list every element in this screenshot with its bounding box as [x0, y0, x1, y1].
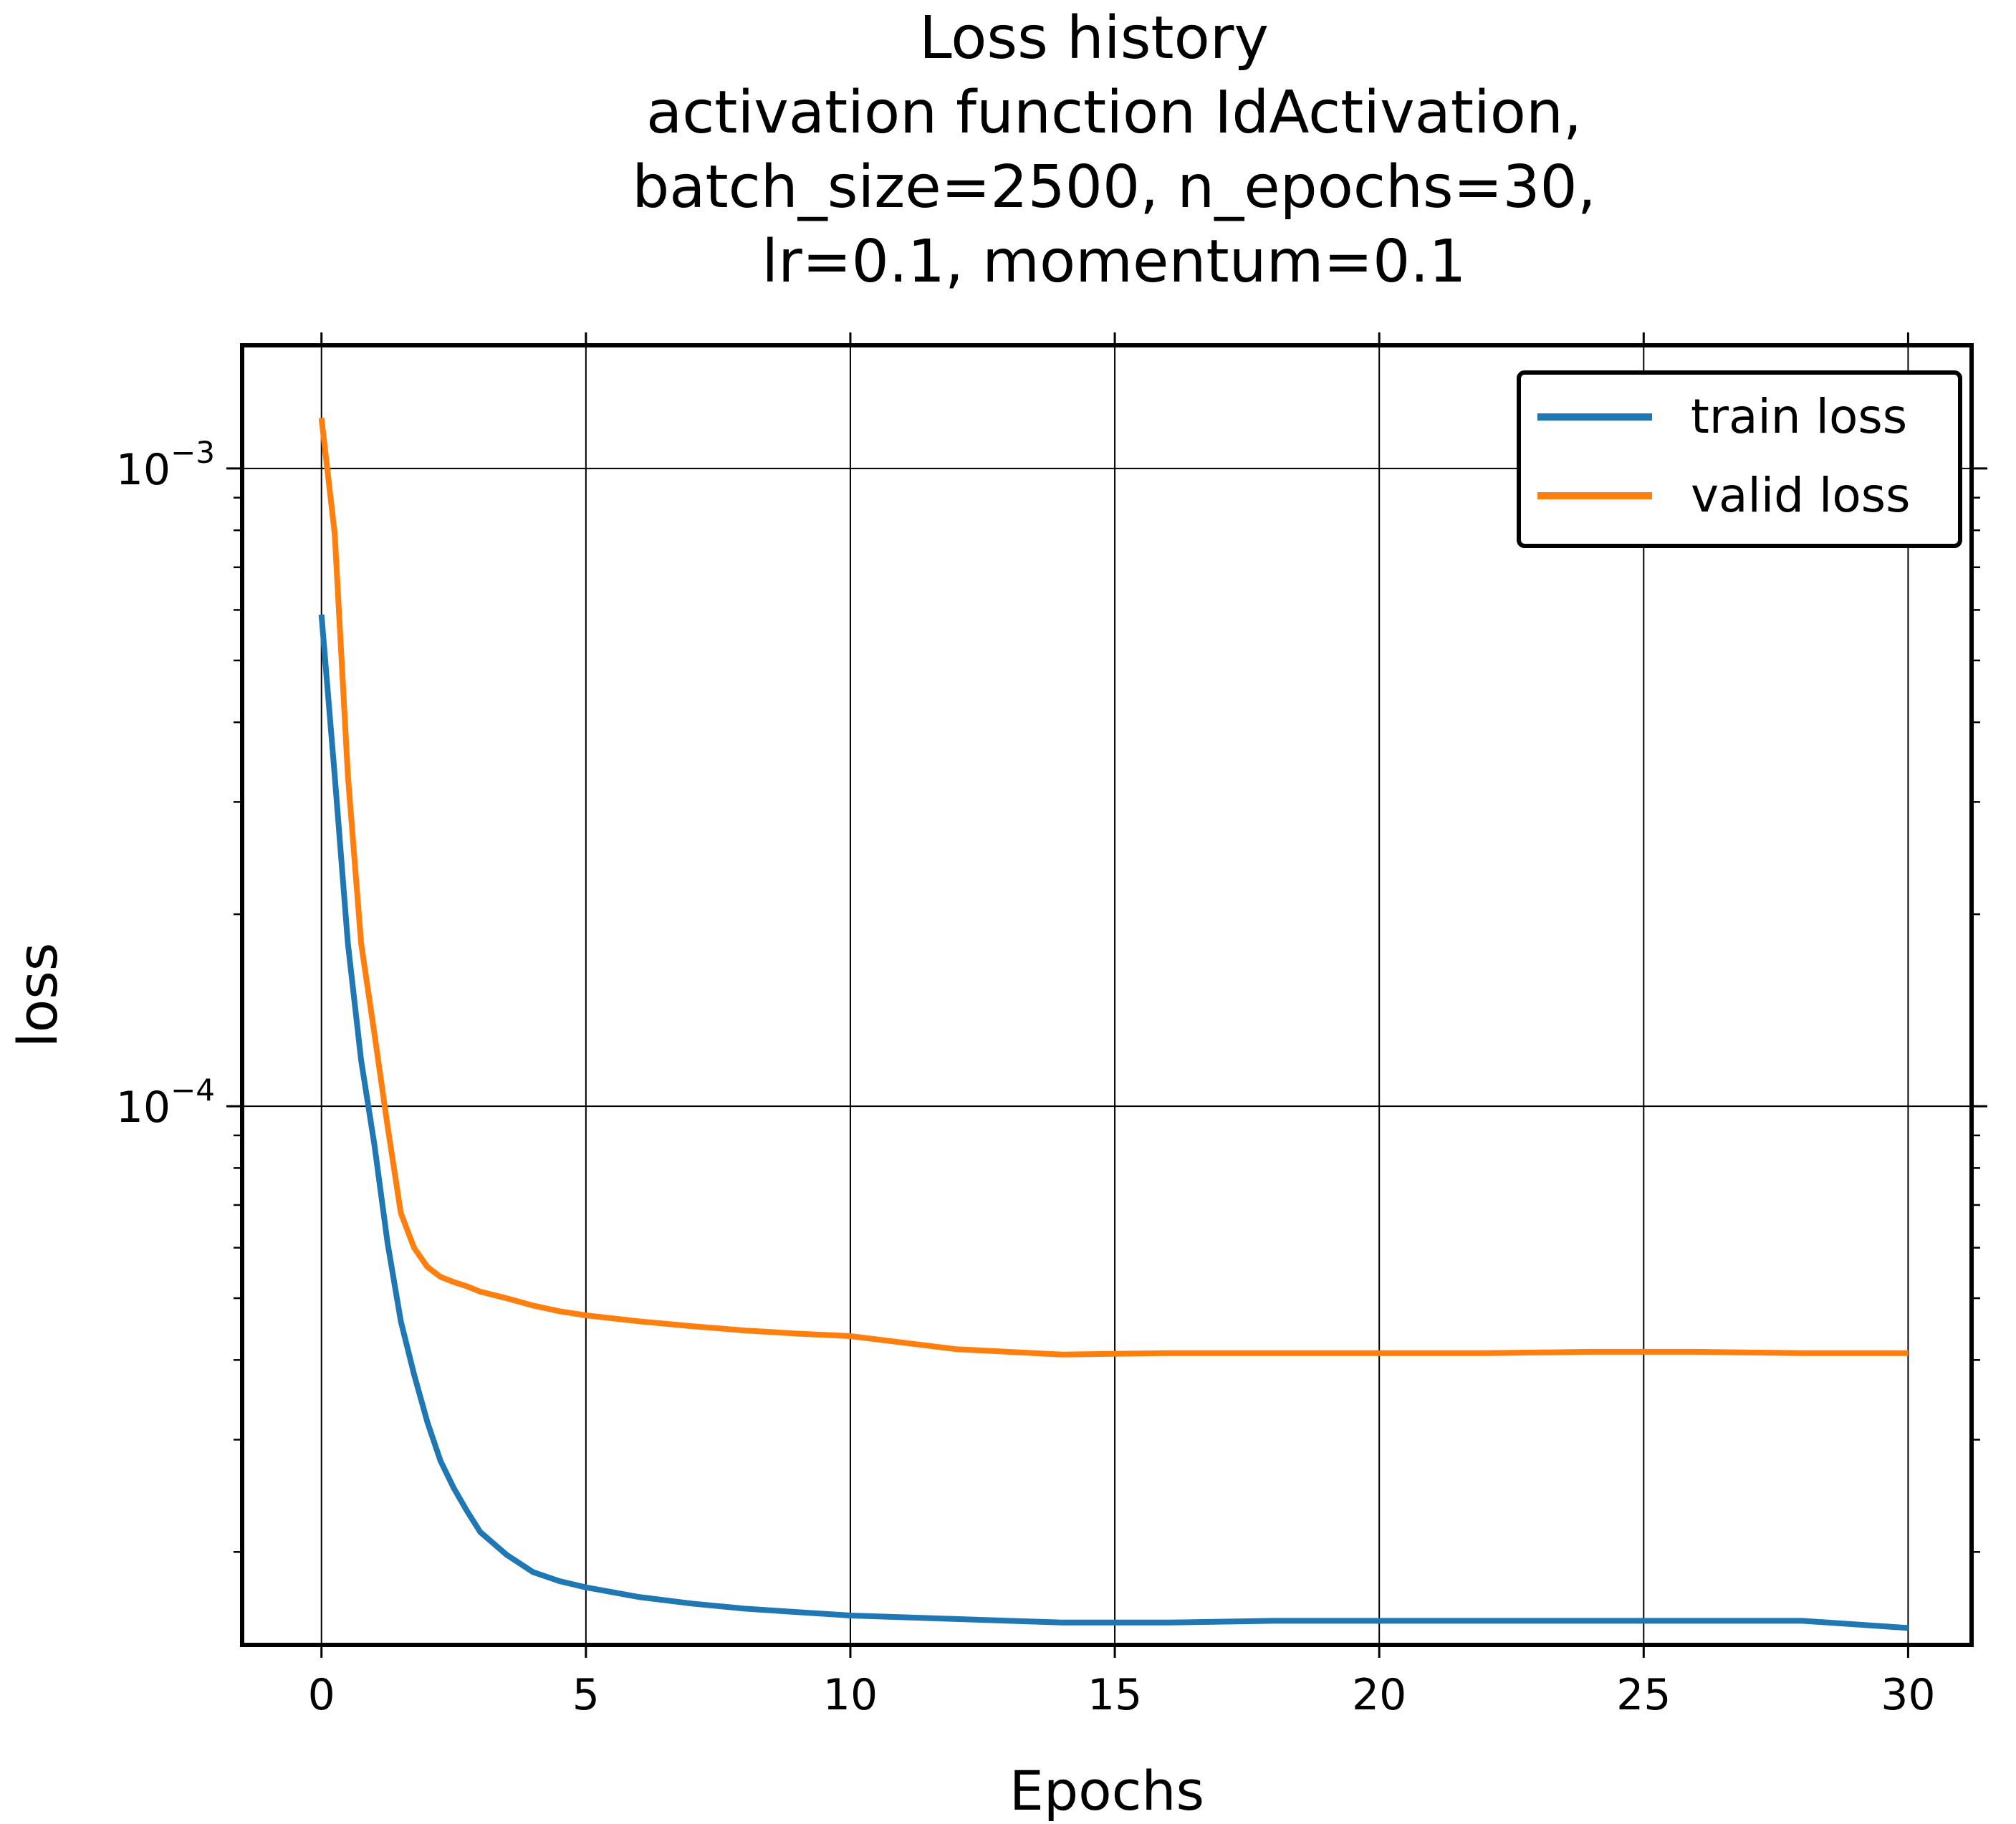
series-line-train-loss [318, 614, 1909, 1631]
chart-title-line-1: Loss history [919, 4, 1269, 72]
x-tick-label: 30 [1881, 1670, 1935, 1720]
chart-title-line-4: lr=0.1, momentum=0.1 [762, 228, 1466, 296]
y-tick-label: 10−3 [116, 435, 215, 495]
x-tick-label: 10 [823, 1670, 878, 1720]
y-tick-label-base: 10 [116, 1083, 171, 1133]
y-tick-label-exponent: −4 [171, 1072, 215, 1108]
legend: train loss valid loss [1517, 370, 1962, 548]
x-tick-label: 15 [1088, 1670, 1142, 1720]
series-line-valid-loss [318, 417, 1909, 1358]
y-axis-label: loss [6, 943, 69, 1048]
y-tick-label-base: 10 [116, 445, 171, 495]
chart-title: Loss history activation function IdActiv… [632, 4, 1596, 296]
legend-label-valid-loss: valid loss [1691, 468, 1911, 523]
y-tick-label-exponent: −3 [171, 435, 215, 470]
chart-title-line-2: activation function IdActivation, [646, 79, 1582, 147]
x-tick-label: 0 [308, 1670, 335, 1720]
x-axis-label: Epochs [1009, 1759, 1204, 1823]
x-tick-label: 25 [1616, 1670, 1671, 1720]
plot-frame [240, 343, 1974, 1647]
chart-title-line-3: batch_size=2500, n_epochs=30, [632, 153, 1596, 221]
series-lines [318, 417, 1909, 1631]
x-tick-label: 20 [1352, 1670, 1406, 1720]
y-tick-label: 10−4 [116, 1072, 215, 1133]
legend-label-train-loss: train loss [1691, 389, 1907, 444]
x-tick-label: 5 [572, 1670, 600, 1720]
